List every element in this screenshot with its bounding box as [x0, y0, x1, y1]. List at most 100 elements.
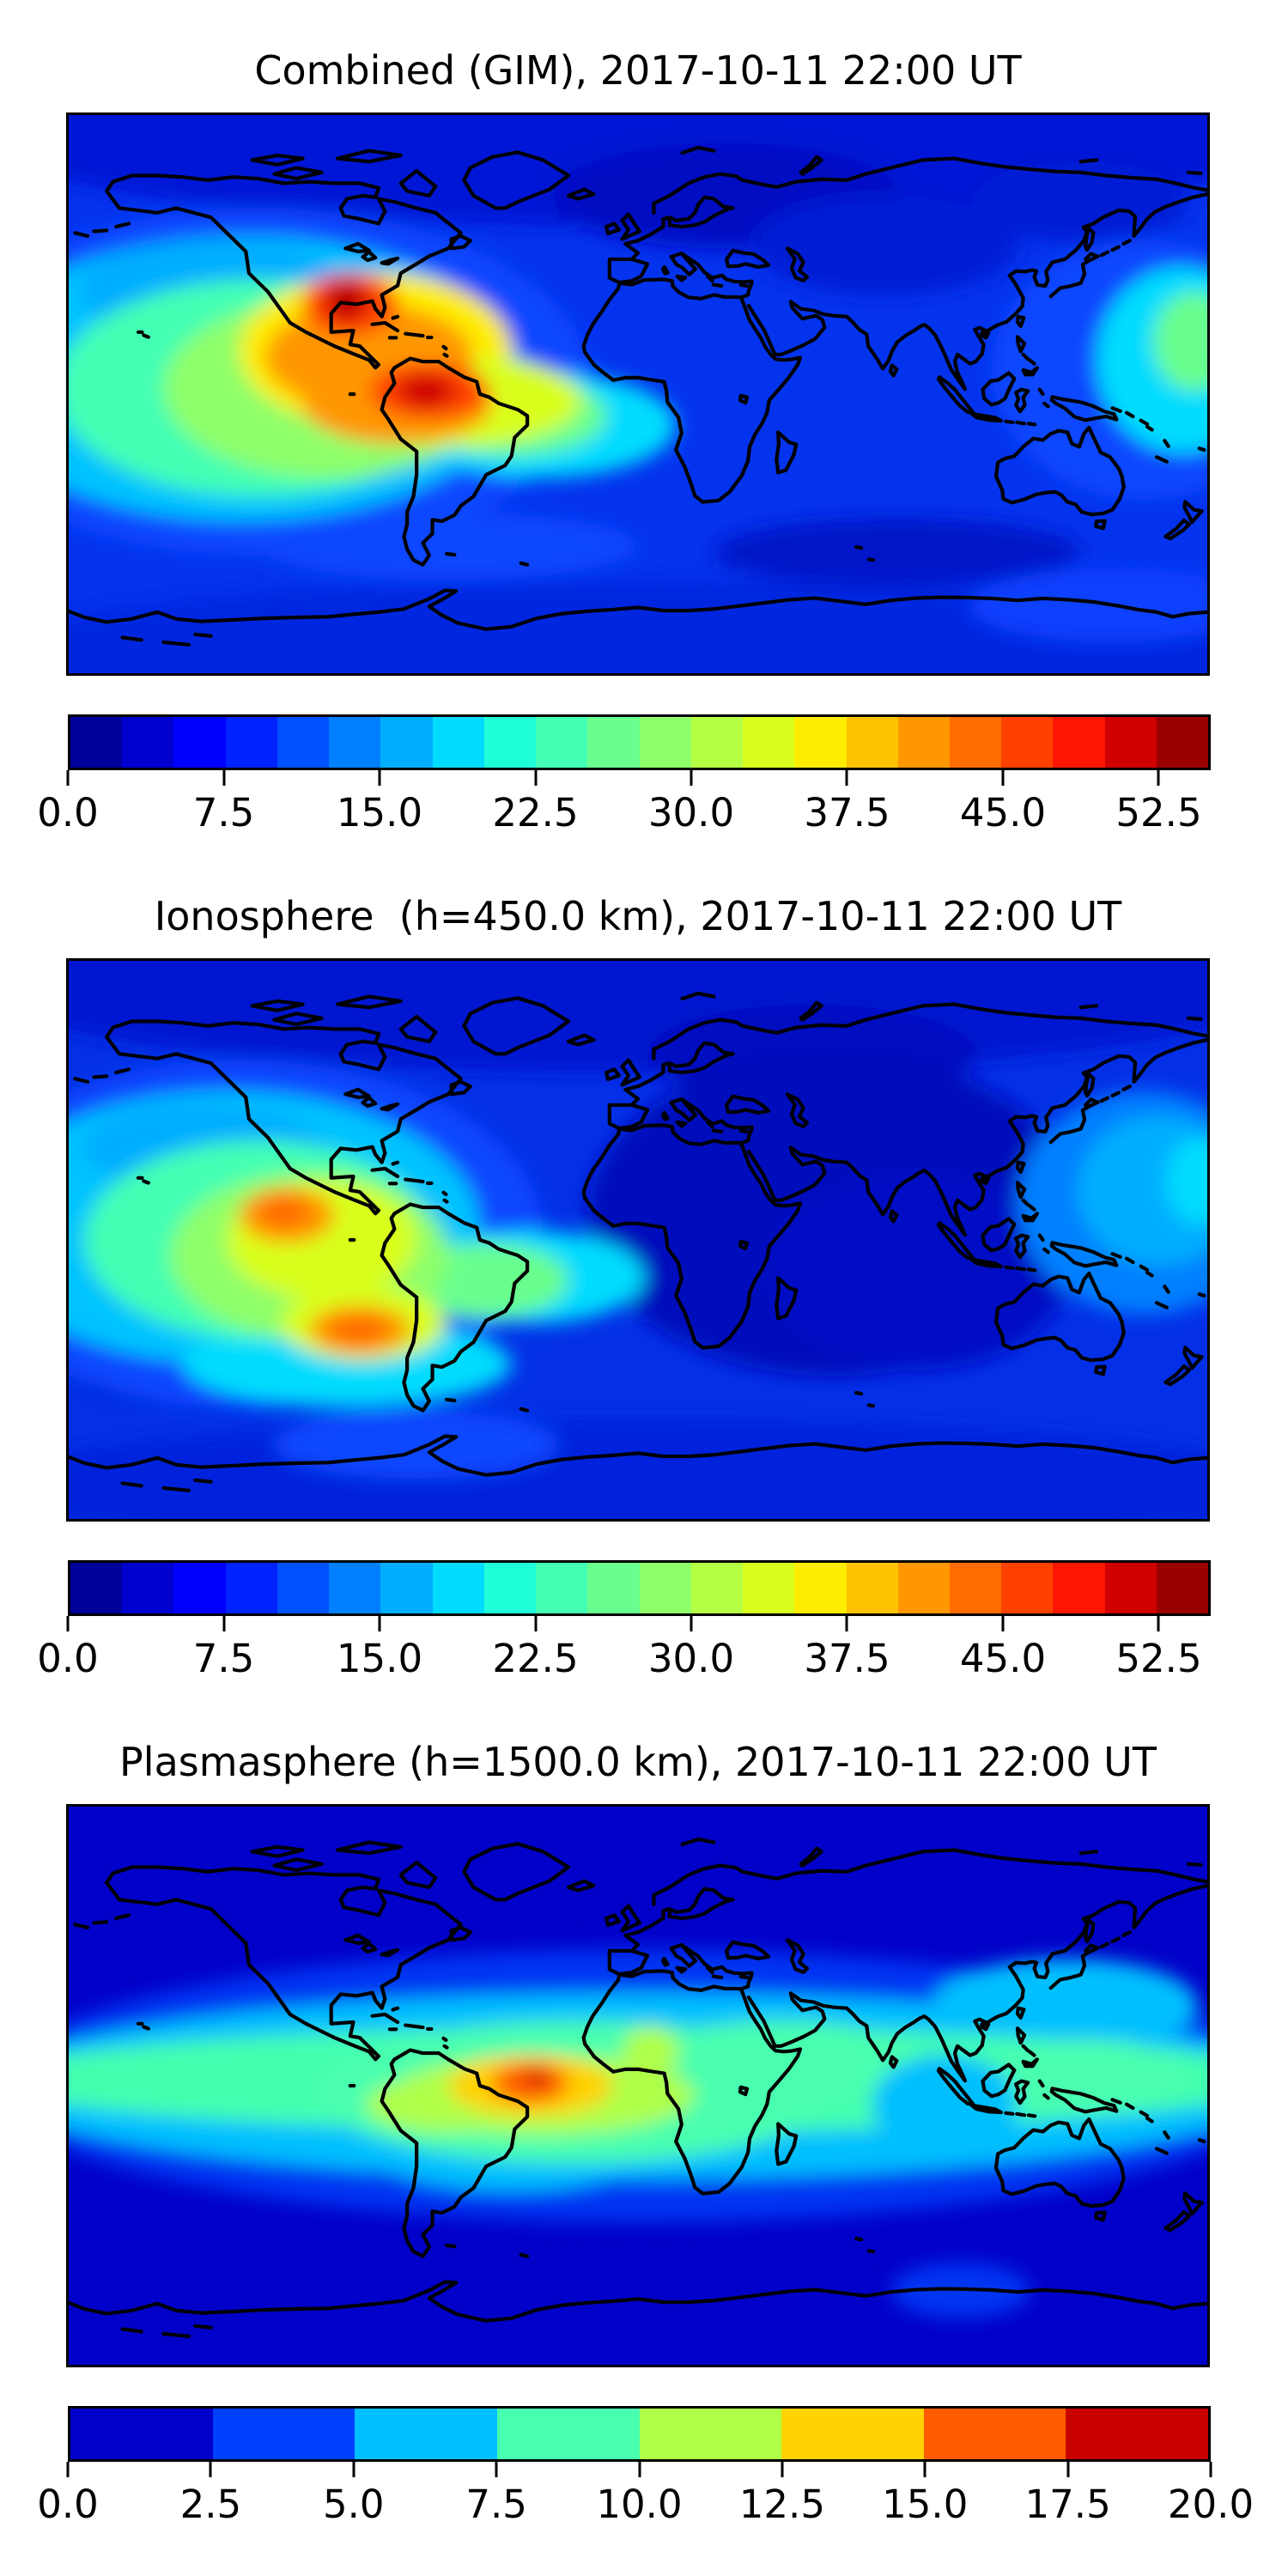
panel-title-ionosphere: Ionosphere (h=450.0 km), 2017-10-11 22:0…	[154, 893, 1122, 939]
colorbar-tick-label: 10.0	[596, 2482, 683, 2527]
colorbar-segment	[225, 717, 277, 768]
colorbar-tick-label: 52.5	[1115, 1636, 1202, 1681]
colorbar-segment	[355, 2409, 497, 2459]
map-plasmasphere	[66, 1804, 1210, 2367]
colorbar-segment	[496, 2409, 640, 2459]
colorbar-segment	[70, 2409, 213, 2459]
colorbar-tick-mark	[378, 770, 381, 786]
colorbar-segment	[225, 1563, 277, 1613]
colorbar-tick-label: 52.5	[1115, 790, 1202, 835]
colorbar-segment	[380, 1563, 433, 1613]
colorbar-segment	[639, 2409, 782, 2459]
colorbar-segment	[329, 1563, 381, 1613]
colorbar-ionosphere	[68, 1560, 1211, 1616]
colorbar-tick-label: 2.5	[179, 2482, 242, 2527]
colorbar-segment	[743, 717, 795, 768]
colorbar-tick-mark	[352, 2462, 355, 2477]
colorbar-tick-mark	[66, 1616, 70, 1631]
colorbar-tick-mark	[638, 2462, 641, 2477]
colorbar-combined-tickmarks	[66, 770, 1211, 786]
colorbar-tick-mark	[1066, 2462, 1070, 2477]
colorbar-ionosphere-tickmarks	[66, 1616, 1211, 1631]
colorbar-tick-mark	[781, 2462, 784, 2477]
colorbar-tick-label: 22.5	[492, 1636, 579, 1681]
colorbar-segment	[794, 717, 847, 768]
colorbar-segment	[536, 717, 588, 768]
colorbar-tick-label: 22.5	[492, 790, 579, 835]
colorbar-tick-label: 0.0	[37, 1636, 99, 1681]
colorbar-tick-label: 15.0	[336, 790, 423, 835]
colorbar-segment	[276, 717, 330, 768]
colorbar-segment	[1066, 2409, 1208, 2459]
colorbar-tick-label: 45.0	[959, 790, 1047, 835]
colorbar-tick-mark	[1157, 1616, 1160, 1631]
colorbar-tick-mark	[1001, 770, 1005, 786]
colorbar-segment	[1001, 717, 1054, 768]
tec-field-combined	[69, 115, 1207, 673]
colorbar-segment	[949, 1563, 1002, 1613]
colorbar-segment	[536, 1563, 588, 1613]
colorbar-segment	[1156, 1563, 1208, 1613]
colorbar-tick-label: 7.5	[465, 2482, 527, 2527]
colorbar-tick-mark	[378, 1616, 381, 1631]
colorbar-segment	[1001, 1563, 1054, 1613]
colorbar-segment	[897, 717, 950, 768]
colorbar-tick-mark	[222, 1616, 225, 1631]
colorbar-segment	[743, 1563, 795, 1613]
colorbar-segment	[122, 1563, 174, 1613]
colorbar-tick-label: 5.0	[322, 2482, 385, 2527]
colorbar-segment	[587, 1563, 640, 1613]
tec-field-ionosphere	[69, 961, 1207, 1519]
colorbar-tick-label: 15.0	[882, 2482, 969, 2527]
colorbar-tick-mark	[845, 1616, 848, 1631]
colorbar-segment	[276, 1563, 330, 1613]
colorbar-tick-mark	[1001, 1616, 1005, 1631]
colorbar-segment	[329, 717, 381, 768]
colorbar-tick-mark	[209, 2462, 212, 2477]
colorbar-tick-mark	[66, 2462, 70, 2477]
colorbar-tick-label: 37.5	[804, 1636, 890, 1681]
colorbar-segment	[690, 717, 744, 768]
colorbar-tick-label: 7.5	[192, 790, 255, 835]
colorbar-segment	[173, 717, 226, 768]
colorbar-segment	[794, 1563, 847, 1613]
colorbar-segment	[923, 2409, 1066, 2459]
map-ionosphere	[66, 958, 1210, 1522]
colorbar-tick-label: 20.0	[1167, 2482, 1255, 2527]
colorbar-segment	[173, 1563, 226, 1613]
colorbar-segment	[380, 717, 433, 768]
colorbar-combined	[68, 714, 1211, 770]
colorbar-tick-mark	[534, 1616, 537, 1631]
colorbar-tick-mark	[845, 770, 848, 786]
panel-title-plasmasphere: Plasmasphere (h=1500.0 km), 2017-10-11 2…	[119, 1739, 1157, 1785]
colorbar-plasmasphere-tickmarks	[66, 2462, 1212, 2477]
colorbar-tick-mark	[222, 770, 225, 786]
colorbar-segment	[846, 1563, 898, 1613]
colorbar-tick-mark	[495, 2462, 498, 2477]
colorbar-segment	[483, 717, 537, 768]
colorbar-plasmasphere-ticklabels: 0.0 2.5 5.0 7.5 10.0 12.5 15.0 17.5 20.0	[37, 2482, 1254, 2529]
colorbar-ionosphere-ticklabels: 0.0 7.5 15.0 22.5 30.0 37.5 45.0 52.5	[37, 1636, 1211, 1683]
colorbar-tick-label: 0.0	[37, 790, 99, 835]
colorbar-segment	[897, 1563, 950, 1613]
colorbar-tick-label: 17.5	[1024, 2482, 1111, 2527]
colorbar-tick-label: 37.5	[804, 790, 890, 835]
colorbar-segment	[1053, 1563, 1105, 1613]
map-combined-svg	[69, 115, 1207, 673]
colorbar-segment	[949, 717, 1002, 768]
panel-title-combined: Combined (GIM), 2017-10-11 22:00 UT	[254, 47, 1022, 94]
colorbar-segment	[639, 1563, 691, 1613]
colorbar-segment	[781, 2409, 924, 2459]
colorbar-tick-mark	[690, 770, 693, 786]
colorbar-tick-label: 7.5	[192, 1636, 255, 1681]
colorbar-tick-mark	[1209, 2462, 1212, 2477]
tec-field-plasmasphere	[69, 1949, 1207, 2318]
colorbar-tick-mark	[534, 770, 537, 786]
colorbar-segment	[1104, 1563, 1157, 1613]
colorbar-tick-mark	[66, 770, 70, 786]
colorbar-segment	[212, 2409, 355, 2459]
colorbar-segment	[432, 1563, 484, 1613]
colorbar-combined-ticklabels: 0.0 7.5 15.0 22.5 30.0 37.5 45.0 52.5	[37, 790, 1211, 837]
colorbar-segment	[1104, 717, 1157, 768]
